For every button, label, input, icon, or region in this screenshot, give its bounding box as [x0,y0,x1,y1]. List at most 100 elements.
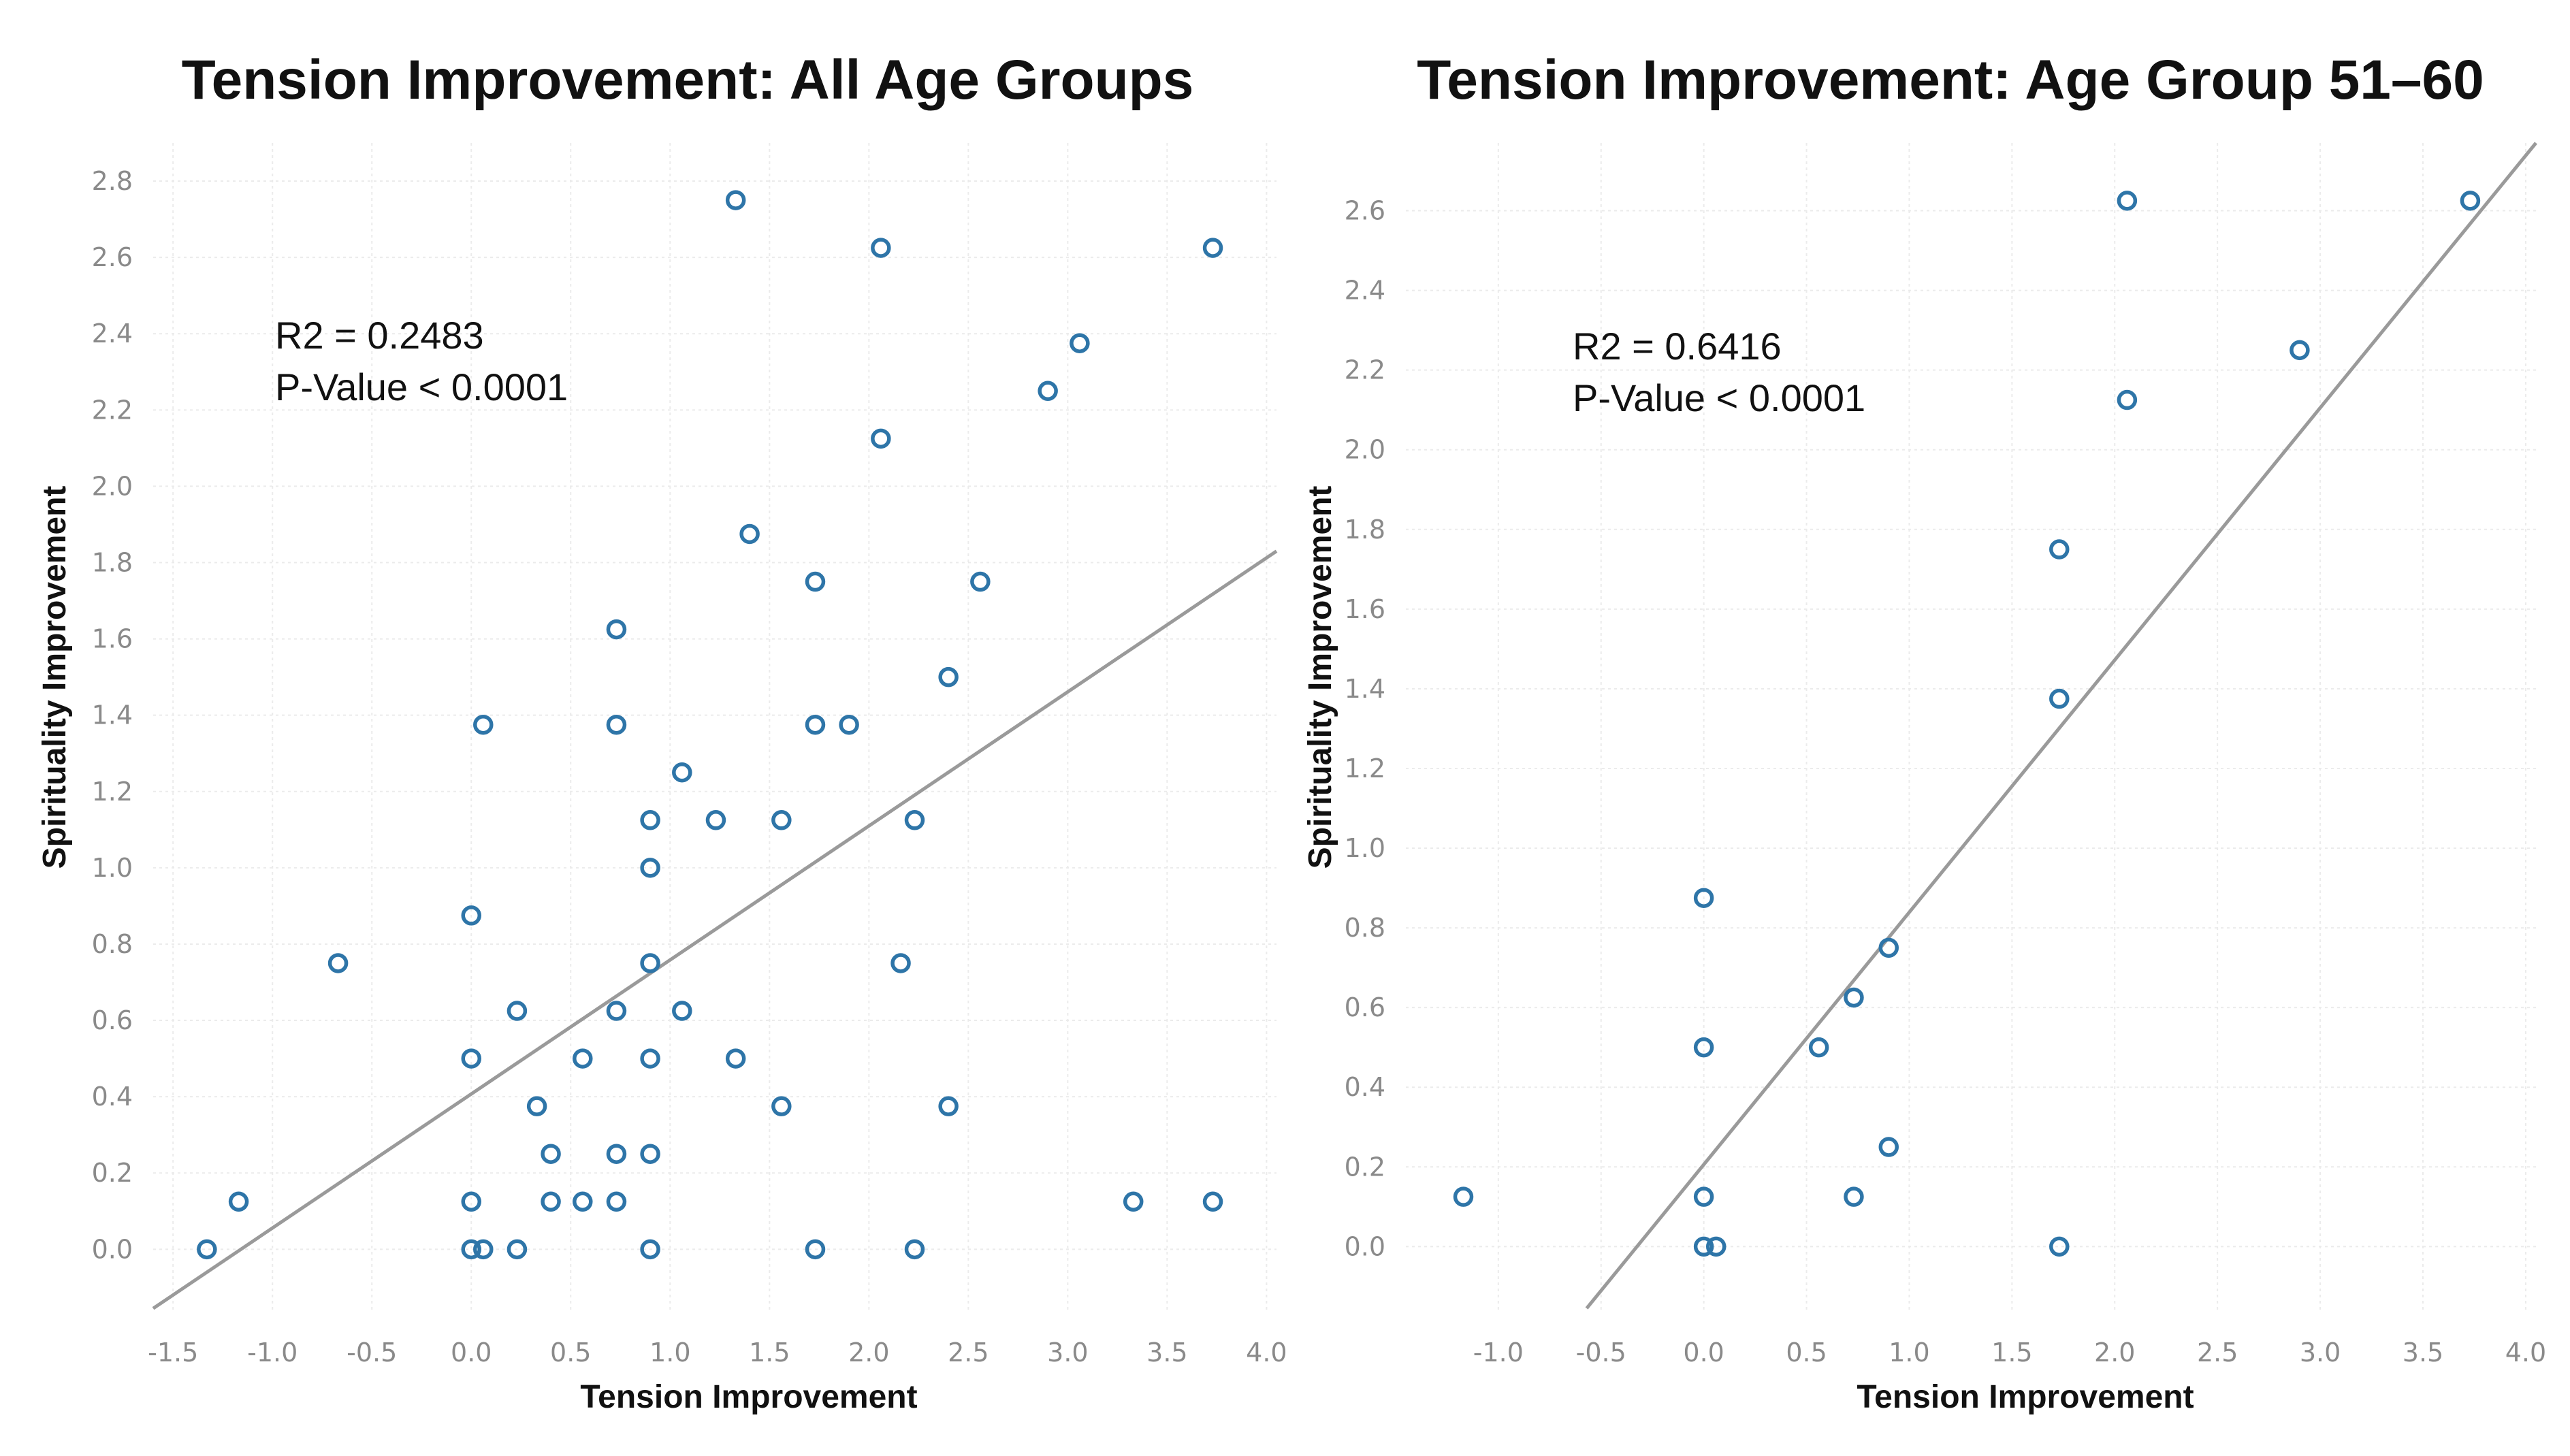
data-point [938,666,959,687]
x-tick-label: 3.5 [2403,1338,2443,1368]
y-tick-label: 1.0 [1345,833,1385,863]
data-point [573,1191,593,1212]
data-point [805,571,826,592]
x-tick-label: 2.0 [2094,1338,2135,1368]
x-tick-labels: -1.0 -0.5 0.0 0.5 1.0 1.5 2.0 2.5 3.0 3.5 4.0 [1473,1338,2546,1368]
y-tick-label: 2.0 [92,471,133,501]
data-point [1123,1191,1144,1212]
data-point [2049,688,2070,709]
data-point [1693,1236,1714,1257]
y-tick-label: 1.4 [1345,674,1385,704]
x-tick-label: -1.0 [1473,1338,1524,1368]
y-tick-label: 2.8 [92,166,133,196]
y-tick-label: 1.2 [92,777,133,807]
data-point [606,1191,627,1212]
data-point [640,1239,660,1260]
data-point [1693,1186,1714,1207]
data-point [1878,1137,1899,1157]
y-tick-label: 0.8 [92,929,133,959]
data-point [771,810,792,830]
x-tick-labels: -1.5 -1.0 -0.5 0.0 0.5 1.0 1.5 2.0 2.5 3.0 3.5 4.0 [148,1338,1287,1368]
data-point [461,1048,482,1069]
data-point [1808,1037,1829,1058]
data-point [1693,888,1714,908]
r-squared-annotation: R2 = 0.6416 [1573,325,1782,368]
chart-title: Tension Improvement: All Age Groups [182,49,1194,111]
data-point [507,1001,528,1021]
grid-lines [1406,143,2536,1310]
data-point [461,1191,482,1212]
data-point [2049,1236,2070,1257]
data-point [2460,191,2481,211]
y-axis-label: Spirituality Improvement [37,486,73,869]
data-point [461,1239,482,1260]
x-tick-label: -0.5 [1576,1338,1626,1368]
x-tick-label: 3.0 [2300,1338,2341,1368]
data-point [725,190,746,210]
data-point [839,714,859,735]
data-point [805,714,826,735]
y-tick-label: 0.0 [92,1234,133,1264]
chart-panel-all-ages: -1.5 -1.0 -0.5 0.0 0.5 1.0 1.5 2.0 2.5 3.0 3.5 4.0 … [37,49,1287,1415]
data-point [1202,238,1223,258]
data-point [640,953,660,973]
x-tick-label: 1.5 [749,1338,790,1368]
y-tick-labels: 0.0 0.2 0.4 0.6 0.8 1.0 1.2 1.4 1.6 1.8 2.0 2.2 2.4 2… [1345,196,1385,1262]
y-tick-label: 2.2 [92,395,133,425]
y-tick-label: 2.0 [1345,435,1385,465]
x-tick-label: 0.0 [1683,1338,1724,1368]
data-point [1844,1186,1864,1207]
y-tick-label: 1.8 [1345,515,1385,545]
x-tick-label: 0.5 [1786,1338,1827,1368]
y-tick-label: 0.4 [92,1082,133,1112]
x-tick-label: 0.5 [550,1338,591,1368]
y-tick-label: 2.2 [1345,355,1385,385]
p-value-annotation: P-Value < 0.0001 [275,366,568,408]
data-point [228,1191,249,1212]
data-point [970,571,991,592]
grid-lines [153,143,1276,1310]
data-point [573,1048,593,1069]
data-point [606,1001,627,1021]
data-point [606,1144,627,1164]
data-point [2290,340,2310,361]
chart-title: Tension Improvement: Age Group 51–60 [1417,49,2484,111]
data-point [327,953,349,973]
x-tick-label: 1.0 [1889,1338,1929,1368]
data-point [640,810,660,830]
x-tick-label: -1.0 [247,1338,298,1368]
y-tick-labels: 0.0 0.2 0.4 0.6 0.8 1.0 1.2 1.4 1.6 1.8 2.0 2.2 2.4 2… [92,166,133,1264]
x-tick-label: 3.5 [1146,1338,1187,1368]
data-point [1705,1236,1726,1257]
data-point [1070,333,1090,353]
x-tick-label: 3.0 [1047,1338,1088,1368]
y-tick-label: 0.8 [1345,913,1385,943]
data-point [606,714,627,735]
data-point [871,238,891,258]
data-point [1202,1191,1223,1212]
data-point [507,1239,528,1260]
regression-line [152,549,1278,1310]
x-axis-label: Tension Improvement [580,1379,917,1415]
x-tick-label: -1.5 [148,1338,198,1368]
y-tick-label: 0.2 [92,1158,133,1188]
x-tick-label: 4.0 [1246,1338,1287,1368]
data-point [904,1239,925,1260]
data-point [197,1239,217,1260]
x-tick-label: 2.5 [2197,1338,2238,1368]
data-point [771,1096,792,1116]
y-tick-label: 0.6 [92,1005,133,1035]
data-point [473,1239,494,1260]
data-point [725,1048,746,1069]
y-tick-label: 2.6 [1345,196,1385,226]
x-axis-label: Tension Improvement [1857,1379,2194,1415]
x-tick-label: 4.0 [2505,1338,2546,1368]
data-point [2049,539,2070,560]
x-tick-label: 1.5 [1991,1338,2032,1368]
y-tick-label: 0.0 [1345,1231,1385,1261]
chart-panel-age-51-60: -1.0 -0.5 0.0 0.5 1.0 1.5 2.0 2.5 3.0 3.5 4.0 0.0 0… [1302,49,2546,1415]
x-tick-label: 2.5 [948,1338,989,1368]
data-point [705,810,726,830]
data-point [473,714,494,735]
